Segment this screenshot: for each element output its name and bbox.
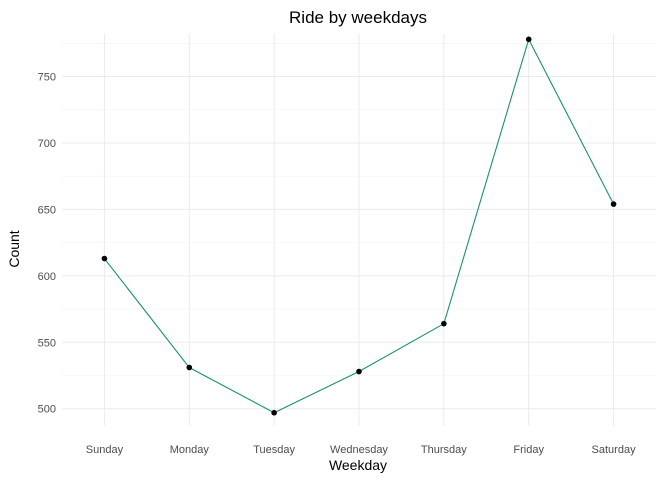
data-point <box>356 368 362 375</box>
data-point <box>271 409 277 416</box>
data-point <box>610 201 617 207</box>
y-tick-label: 650 <box>38 204 56 216</box>
data-point <box>525 36 532 43</box>
y-tick-label: 550 <box>38 337 56 349</box>
x-tick-label: Thursday <box>421 444 467 456</box>
y-tick-label: 750 <box>38 72 56 84</box>
x-tick-label: Friday <box>513 444 544 456</box>
chart-title: Ride by weekdays <box>289 8 427 27</box>
y-tick-label: 700 <box>38 138 56 150</box>
x-tick-label: Tuesday <box>253 444 295 456</box>
y-axis-title: Count <box>6 230 22 267</box>
data-point <box>441 320 447 327</box>
x-tick-label: Sunday <box>86 444 124 456</box>
x-tick-label: Saturday <box>592 444 637 456</box>
points-layer <box>101 36 617 416</box>
x-axis-title: Weekday <box>329 457 387 473</box>
x-axis-ticks: Sunday Monday Tuesday Wednesday Thursday Frid… <box>86 444 636 456</box>
x-tick-label: Wednesday <box>330 444 388 456</box>
major-gridlines-x <box>103 34 615 426</box>
data-point <box>186 364 193 371</box>
y-axis-ticks: 500 550 600 650 700 750 <box>38 72 56 416</box>
y-tick-label: 500 <box>38 404 56 416</box>
x-tick-label: Monday <box>170 444 210 456</box>
data-point <box>101 255 108 262</box>
y-tick-label: 600 <box>38 271 56 283</box>
